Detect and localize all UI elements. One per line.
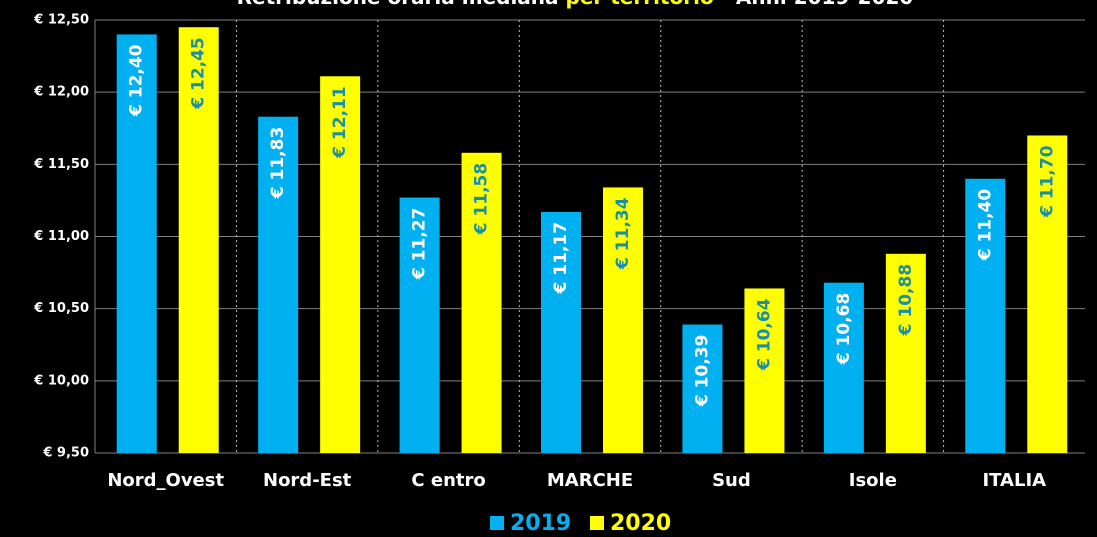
value-label: € 11,40	[975, 189, 995, 262]
x-tick-label: C entro	[411, 470, 485, 491]
value-label: € 10,68	[834, 293, 854, 366]
bar	[603, 187, 643, 453]
value-label: € 11,70	[1037, 145, 1057, 218]
x-tick-label: Isole	[849, 470, 897, 491]
value-label: € 11,27	[410, 208, 430, 281]
value-label: € 12,11	[330, 86, 350, 159]
y-tick-label: € 11,00	[33, 229, 89, 244]
legend-swatch	[590, 516, 604, 530]
title-part: Retribuzione oraria mediana	[237, 0, 559, 9]
value-label: € 11,83	[268, 127, 288, 200]
bar	[682, 324, 723, 453]
bar	[178, 27, 219, 453]
value-label: € 11,17	[551, 222, 571, 295]
y-tick-label: € 9,50	[42, 446, 89, 461]
bar	[965, 178, 1006, 453]
bar	[885, 253, 926, 453]
x-tick-label: Nord-Est	[263, 470, 352, 491]
value-label: € 12,40	[127, 44, 147, 117]
bar	[320, 76, 361, 453]
legend-label: 2019	[510, 511, 571, 536]
value-label: € 12,45	[189, 37, 209, 110]
bar	[1027, 135, 1068, 453]
x-tick-label: ITALIA	[982, 470, 1046, 491]
value-label: € 10,64	[754, 298, 774, 371]
chart-title: Retribuzione oraria mediana per territor…	[237, 0, 914, 9]
value-label: € 10,88	[896, 264, 916, 337]
value-label: € 10,39	[692, 335, 712, 408]
legend-swatch	[490, 516, 504, 530]
x-tick-label: Nord_Ovest	[107, 470, 224, 491]
bar	[116, 34, 157, 453]
value-label: € 11,58	[472, 163, 492, 236]
y-tick-label: € 11,50	[33, 157, 89, 172]
bar	[461, 152, 502, 453]
bar	[541, 211, 581, 453]
y-tick-label: € 12,50	[33, 13, 89, 28]
bar	[823, 282, 864, 453]
bar	[399, 197, 440, 453]
bar	[258, 116, 299, 453]
value-label: € 11,34	[613, 197, 633, 270]
y-tick-label: € 10,00	[33, 373, 89, 388]
x-tick-label: MARCHE	[547, 470, 633, 491]
title-part: per territorio	[566, 0, 714, 9]
bar	[744, 288, 785, 453]
y-tick-label: € 12,00	[33, 85, 89, 100]
title-part: - Anni 2019-2020	[721, 0, 914, 9]
legend-label: 2020	[610, 511, 671, 536]
x-tick-label: Sud	[712, 470, 751, 491]
y-tick-label: € 10,50	[33, 301, 89, 316]
